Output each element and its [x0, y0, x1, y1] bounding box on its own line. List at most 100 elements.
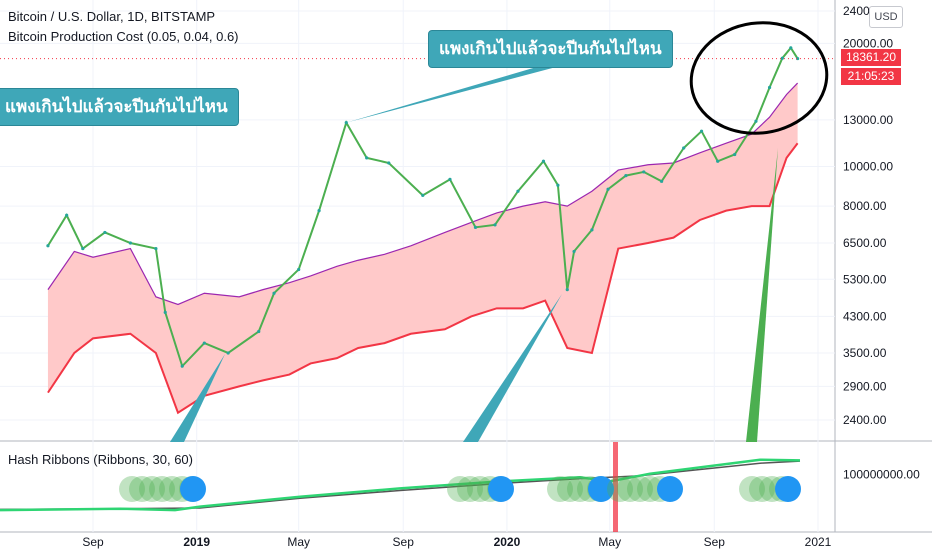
hash-signal-shadow	[627, 476, 653, 502]
price-point	[103, 230, 107, 235]
price-point	[297, 267, 301, 272]
hash-signal-shadow	[129, 476, 155, 502]
hash-buy-signal	[488, 476, 514, 502]
hash-signal-shadow	[567, 476, 593, 502]
price-point	[699, 129, 704, 133]
price-point	[154, 246, 158, 251]
price-point	[493, 223, 497, 227]
price-point	[733, 152, 737, 157]
price-tick-label: 6500.00	[843, 236, 887, 250]
price-tick-label: 10000.00	[843, 160, 893, 174]
hash-signal-shadow	[617, 476, 643, 502]
price-point	[624, 174, 628, 178]
price-point	[180, 364, 184, 368]
price-tick-label: 2900.00	[843, 379, 887, 393]
price-point	[387, 161, 391, 165]
price-point	[572, 249, 576, 254]
callout-bottom-pointer-1	[170, 354, 225, 442]
price-point	[272, 291, 276, 295]
price-point	[202, 341, 206, 345]
price-point	[606, 187, 610, 191]
price-point	[796, 56, 800, 61]
price-point	[789, 46, 793, 50]
price-tick-label: 13000.00	[843, 113, 893, 127]
countdown-tag: 21:05:23	[841, 68, 901, 85]
hash-signal-shadow	[739, 476, 765, 502]
time-tick-label: Sep	[82, 535, 104, 549]
price-point	[226, 351, 230, 355]
hash-signal-shadow	[139, 476, 165, 502]
hash-signal-shadow	[159, 476, 185, 502]
price-point	[163, 310, 167, 314]
hash-buy-signal	[180, 476, 206, 502]
price-point	[590, 228, 594, 232]
price-tick-label: 5300.00	[843, 272, 887, 286]
hash-tick-label: 100000000.00	[843, 467, 920, 481]
price-point	[421, 193, 425, 197]
hash-signal-shadow	[447, 476, 473, 502]
price-point	[448, 177, 452, 181]
hash-signal-shadow	[557, 476, 583, 502]
price-tick-label: 3500.00	[843, 346, 887, 360]
hash-buy-signal	[657, 476, 683, 502]
price-point	[128, 241, 132, 245]
callout-top: แพงเกินไปแล้วจะปีนกันไปไหน	[428, 30, 673, 68]
production-cost-band	[47, 83, 798, 413]
chart-title: Bitcoin / U.S. Dollar, 1D, BITSTAMP	[8, 9, 216, 24]
hash-signal-shadow	[149, 476, 175, 502]
highlight-ellipse	[689, 21, 829, 135]
price-point	[767, 85, 772, 90]
time-tick-label: Sep	[704, 535, 726, 549]
price-point	[516, 189, 520, 193]
hash-signal-shadow	[749, 476, 775, 502]
price-point	[257, 329, 261, 334]
price-point	[565, 288, 569, 292]
price-point	[46, 244, 50, 248]
time-tick-label: 2021	[805, 535, 832, 549]
price-point	[541, 159, 546, 163]
price-point	[365, 156, 369, 160]
price-line	[47, 46, 799, 369]
callout-left: แพงเกินไปแล้วจะปีนกันไปไหน	[0, 88, 239, 126]
price-tick-label: 4300.00	[843, 309, 887, 323]
price-point	[556, 183, 560, 187]
time-tick-label: Sep	[393, 535, 415, 549]
price-tick-label: 8000.00	[843, 199, 887, 213]
time-tick-label: 2020	[494, 535, 521, 549]
hash-buy-signal	[588, 476, 614, 502]
price-point	[780, 56, 784, 60]
production-cost-upper-line	[47, 82, 799, 306]
hash-ribbons-legend[interactable]: Hash Ribbons (Ribbons, 30, 60)	[8, 452, 193, 467]
production-cost-lower-line	[47, 142, 799, 415]
callout-bottom-pointer-2	[463, 294, 562, 442]
hash-signal-shadow	[467, 476, 493, 502]
time-tick-label: May	[287, 535, 310, 549]
price-point	[716, 159, 720, 163]
price-point	[473, 225, 478, 229]
price-point	[754, 119, 758, 123]
hash-signal-shadow	[119, 476, 145, 502]
time-tick-label: 2019	[183, 535, 210, 549]
hash-signal-shadow	[457, 476, 483, 502]
callout-top-pointer	[346, 66, 560, 123]
hash-signal-shadow	[547, 476, 573, 502]
currency-button[interactable]: USD	[869, 6, 903, 28]
price-point	[65, 213, 69, 217]
indicator-legend[interactable]: Bitcoin Production Cost (0.05, 0.04, 0.6…	[8, 29, 239, 44]
price-point	[660, 179, 664, 183]
price-point	[317, 209, 321, 213]
capitulation-bar	[613, 442, 618, 532]
price-point	[682, 146, 686, 150]
price-tick-label: 2400.00	[843, 413, 887, 427]
price-point	[642, 170, 646, 174]
time-tick-label: May	[598, 535, 621, 549]
last-price-tag: 18361.20	[841, 49, 901, 66]
price-point	[81, 246, 85, 251]
hash-signal-shadow	[637, 476, 663, 502]
hash-buy-signal	[775, 476, 801, 502]
callout-bottom-pointer-3	[746, 148, 778, 442]
price-tick-label: 20000.00	[843, 36, 893, 50]
hash-signal-shadow	[607, 476, 633, 502]
price-point	[344, 121, 348, 125]
